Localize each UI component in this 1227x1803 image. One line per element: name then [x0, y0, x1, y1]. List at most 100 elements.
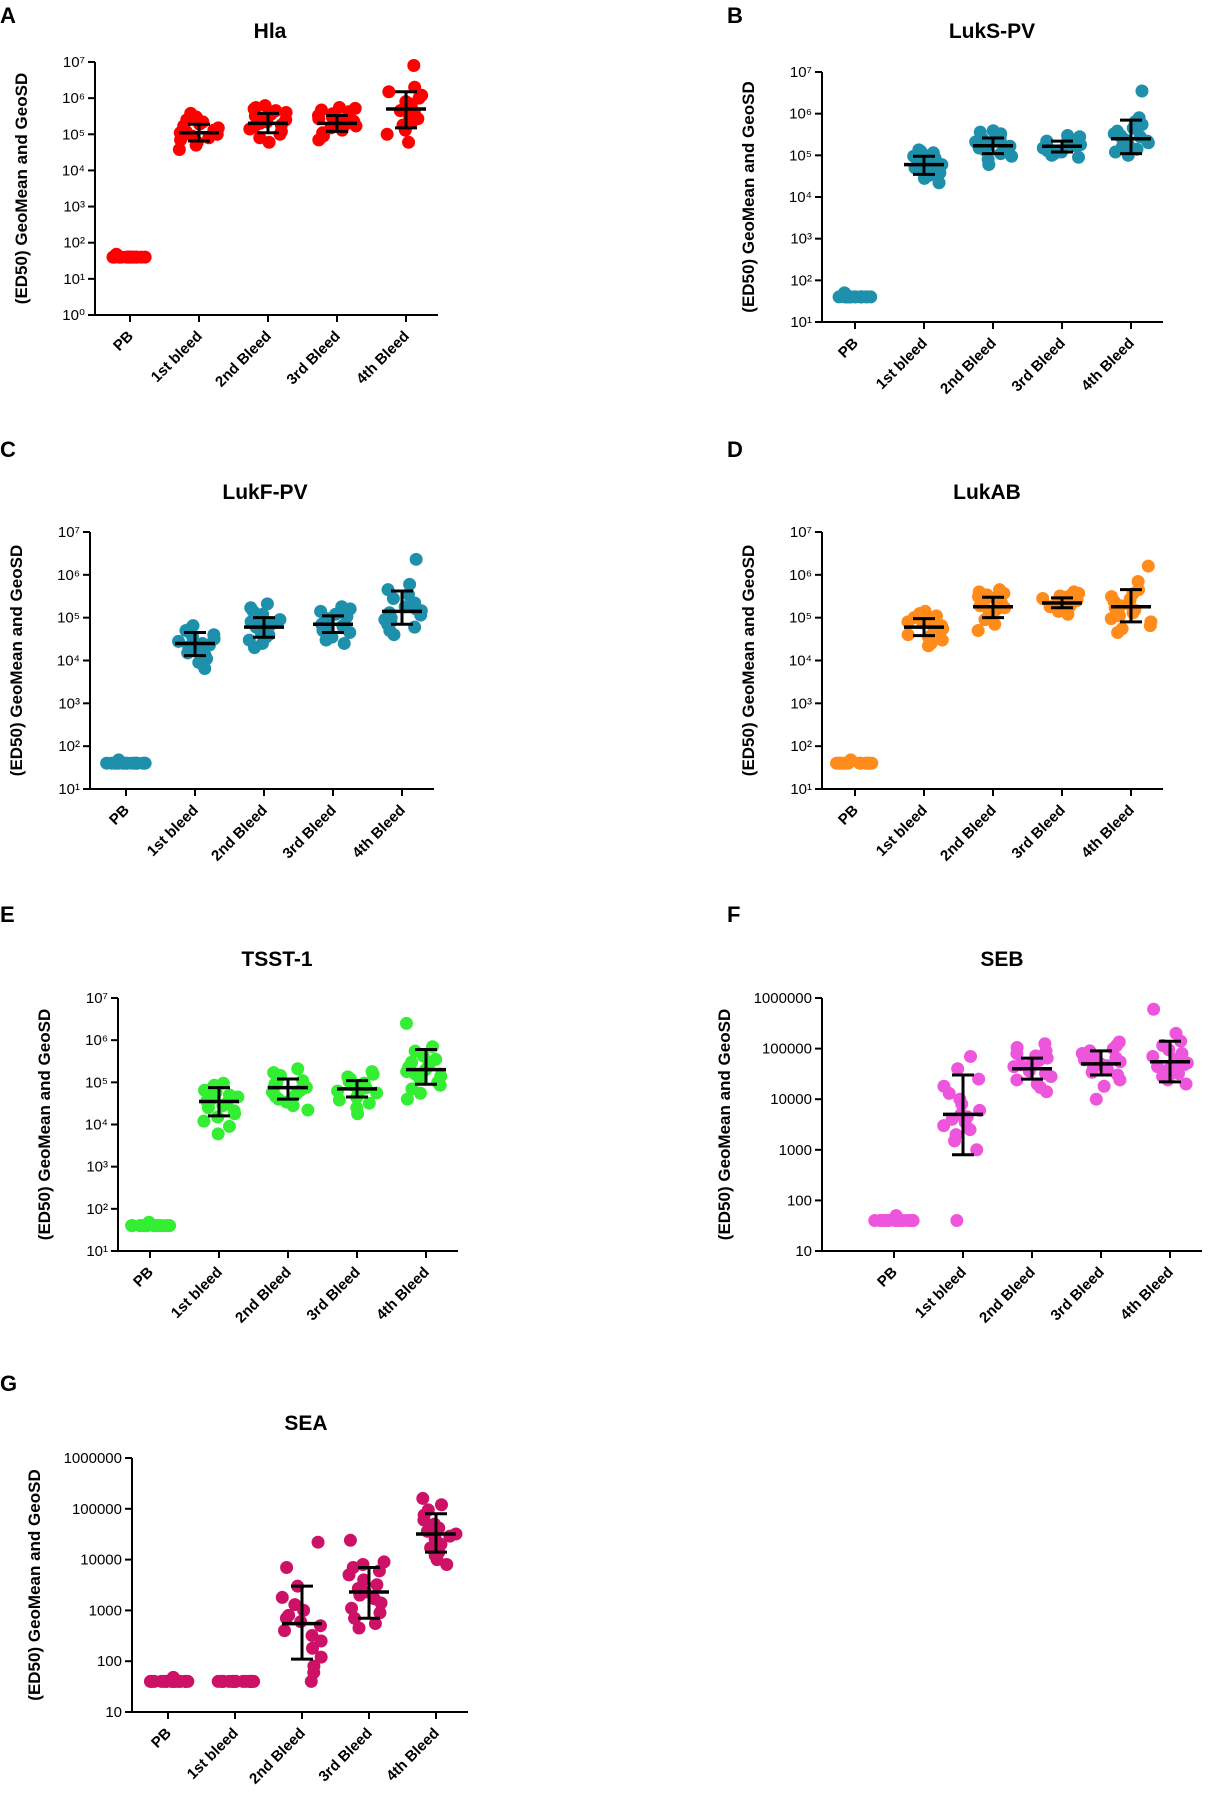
data-point: [399, 1016, 413, 1030]
data-point: [402, 135, 416, 149]
chart-title: TSST-1: [241, 948, 313, 971]
data-point: [239, 1674, 253, 1688]
data-point: [918, 604, 932, 618]
panel-letter: A: [0, 3, 16, 28]
x-tick-label: 3rd Bleed: [1047, 1264, 1107, 1324]
data-point: [382, 85, 396, 99]
data-point: [912, 143, 926, 157]
y-tick-label: 10⁷: [86, 990, 108, 1007]
data-point: [258, 99, 272, 113]
data-point: [1010, 1073, 1024, 1087]
y-tick-label: 10²: [58, 738, 80, 755]
data-point: [273, 613, 287, 627]
data-point: [343, 1533, 357, 1547]
chart-panel-A: A Hla (ED50) GeoMean and GeoSD 10⁰ 10¹ 10² 10³…: [0, 3, 438, 391]
x-tick-label: 1st bleed: [184, 1725, 242, 1783]
data-point: [172, 142, 186, 156]
data-point: [305, 1629, 319, 1643]
panel-letter: B: [727, 3, 743, 28]
y-tick-label: 10⁶: [789, 567, 812, 584]
data-point: [854, 290, 868, 304]
x-tick-label: 2nd Bleed: [212, 328, 275, 391]
data-point: [904, 1214, 918, 1228]
data-point: [331, 1084, 345, 1098]
x-tick-label: 2nd Bleed: [937, 335, 1000, 398]
y-tick-label: 10⁵: [789, 610, 812, 627]
data-point: [1097, 1079, 1111, 1093]
data-point: [345, 1601, 359, 1615]
data-point: [348, 1611, 362, 1625]
data-point: [993, 583, 1007, 597]
x-tick-label: PB: [835, 335, 862, 362]
y-axis-label: (ED50) GeoMean and GeoSD: [715, 1009, 734, 1240]
y-tick-label: 100000: [762, 1041, 812, 1058]
data-point: [222, 1088, 236, 1102]
y-tick-label: 10¹: [790, 314, 812, 331]
data-point: [357, 1573, 371, 1587]
data-point: [144, 1674, 158, 1688]
data-point: [370, 1578, 384, 1592]
data-point: [350, 1101, 364, 1115]
data-point: [1061, 128, 1075, 142]
data-point: [166, 1670, 180, 1684]
data-point: [1110, 124, 1124, 138]
data-point: [109, 247, 123, 261]
y-tick-label: 10⁷: [58, 524, 80, 541]
y-tick-label: 10⁶: [62, 90, 85, 107]
data-point: [416, 1491, 430, 1505]
data-point: [253, 131, 267, 145]
data-point: [314, 103, 328, 117]
data-point: [1146, 1049, 1160, 1063]
x-tick-label: 2nd Bleed: [976, 1264, 1039, 1327]
y-tick-label: 10⁷: [790, 64, 812, 81]
data-point: [407, 59, 421, 73]
y-tick-label: 10²: [790, 272, 812, 289]
data-point: [1179, 1077, 1193, 1091]
data-point: [244, 601, 258, 615]
x-tick-label: 1st bleed: [148, 328, 206, 386]
y-tick-label: 10⁴: [57, 653, 80, 670]
chart-panel-G: G SEA (ED50) GeoMean and GeoSD 10 100 1000 100…: [0, 1371, 468, 1788]
data-point: [930, 609, 944, 623]
data-point: [313, 1619, 327, 1633]
data-point: [381, 583, 395, 597]
data-point: [951, 1062, 965, 1076]
panel-letter: G: [0, 1371, 17, 1396]
data-point: [932, 176, 946, 190]
y-tick-label: 10¹: [790, 781, 812, 798]
data-point: [971, 624, 985, 638]
y-tick-label: 100: [787, 1192, 812, 1209]
chart-title: LukAB: [953, 481, 1021, 504]
data-point: [348, 101, 362, 115]
data-point: [282, 1608, 296, 1622]
data-point: [125, 756, 139, 770]
data-point: [279, 106, 293, 120]
y-tick-label: 10⁰: [62, 307, 85, 324]
data-point: [937, 1079, 951, 1093]
data-point: [434, 1498, 448, 1512]
y-tick-label: 10: [105, 1704, 122, 1721]
x-tick-label: 4th Bleed: [349, 802, 409, 862]
data-point: [973, 125, 987, 139]
data-point: [1067, 585, 1081, 599]
x-tick-label: 4th Bleed: [1117, 1264, 1177, 1324]
data-point: [222, 1674, 236, 1688]
data-point: [197, 1114, 211, 1128]
data-point: [1072, 150, 1086, 164]
y-tick-label: 10²: [63, 235, 85, 252]
y-tick-label: 10⁵: [57, 610, 80, 627]
data-point: [1175, 1047, 1189, 1061]
y-tick-label: 10³: [58, 695, 80, 712]
x-tick-label: 3rd Bleed: [315, 1725, 375, 1785]
data-point: [950, 1214, 964, 1228]
data-point: [1141, 559, 1155, 573]
y-tick-label: 10⁵: [85, 1074, 108, 1091]
data-point: [184, 106, 198, 120]
data-point: [373, 1606, 387, 1620]
x-tick-label: 1st bleed: [168, 1264, 226, 1322]
y-tick-label: 10⁵: [62, 126, 85, 143]
data-point: [138, 756, 152, 770]
y-tick-label: 10⁵: [789, 147, 812, 164]
x-tick-label: PB: [130, 1264, 157, 1291]
data-point: [970, 1143, 984, 1157]
